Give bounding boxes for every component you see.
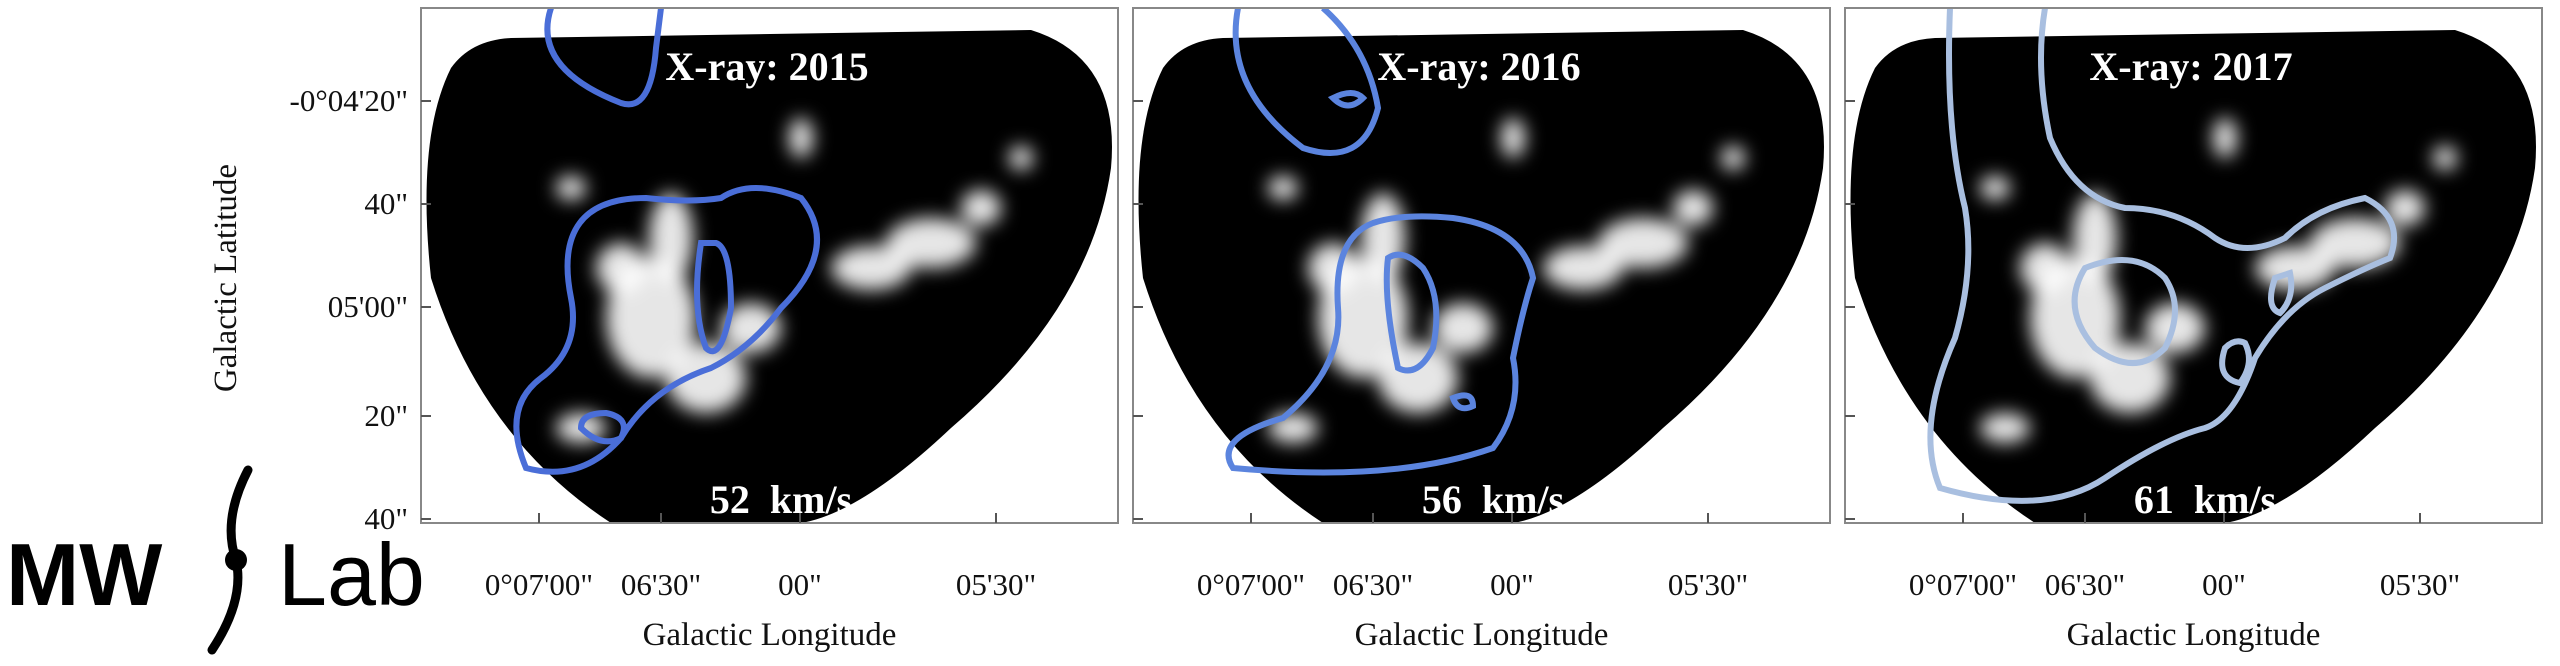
contour [1225,213,1537,476]
emission-blob [2385,190,2425,226]
emission-blob [831,246,911,290]
y-tick-label: -0°04'20" [290,83,408,118]
emission [556,118,1033,443]
panel-content [1138,8,1824,523]
y-tick-label: 20" [364,398,408,433]
x-axis-label: Galactic Longitude [2067,617,2321,653]
velocity-label: 61 km/s [2134,477,2276,522]
emission-blob [2433,146,2457,170]
logo-dot [225,549,247,571]
panel: X-ray: 2016 56 km/s 0°07'00" 06'30" 00" 05'30… [1132,7,1831,653]
contour [577,409,627,445]
y-tick-label: 40" [364,501,408,536]
emission-blob [2213,118,2237,158]
emission-blob [556,176,586,200]
panel-title: X-ray: 2017 [2089,44,2292,89]
panel: X-ray: 2017 61 km/s 0°07'00" 06'30" 00" 05'30… [1844,7,2543,653]
emission-blob [721,303,781,353]
emission-blob [1433,303,1493,353]
logo-right: Lab [278,525,425,624]
emission-blob [886,218,976,268]
emission-blob [961,190,1001,226]
y-axis-label: Galactic Latitude [208,164,244,392]
x-tick-label: 0°07'00" [485,567,593,602]
emission-blob [2020,243,2070,293]
x-tick-label: 0°07'00" [1909,567,2017,602]
emission [1980,118,2457,443]
x-tick-label: 00" [1490,567,1534,602]
x-tick-label: 05'30" [1668,567,1748,602]
emission-blob [596,243,646,293]
contour [1449,392,1477,412]
emission-blob [1543,246,1623,290]
x-tick-label: 06'30" [1333,567,1413,602]
y-tick-label: 05'00" [328,289,408,324]
emission-blob [1673,190,1713,226]
x-tick-label: 06'30" [2045,567,2125,602]
panel-frame [1844,7,2543,524]
contour [1327,90,1368,109]
sky-region [1850,30,2536,523]
panel-title: X-ray: 2015 [665,44,868,89]
emission-blob [1268,176,1298,200]
contour [2268,269,2295,317]
emission-blob [2310,218,2400,268]
logo-left: MW [6,525,162,624]
x-tick-label: 00" [778,567,822,602]
x-tick-label: 05'30" [2380,567,2460,602]
panel-frame [420,7,1119,524]
emission-blob [1598,218,1688,268]
velocity-label: 52 km/s [710,477,852,522]
x-tick-label: 06'30" [621,567,701,602]
contour [2219,338,2252,387]
y-tick-label: 40" [364,186,408,221]
sky-region [1138,30,1824,523]
emission-blob [789,118,813,158]
x-tick-label: 05'30" [956,567,1036,602]
contour [1232,8,1382,156]
x-axis-label: Galactic Longitude [1355,617,1609,653]
emission-blob [1378,343,1458,413]
panel-content [426,8,1112,523]
panel-frame [1132,7,1831,524]
emission-blob [1980,176,2010,200]
panel-title: X-ray: 2016 [1377,44,1580,89]
contour [2071,257,2178,366]
x-tick-label: 0°07'00" [1197,567,1305,602]
x-tick-label: 00" [2202,567,2246,602]
emission-blob [1721,146,1745,170]
emission-blob [1308,243,1358,293]
sky-region [426,30,1112,523]
contour [544,8,664,108]
contour [1927,8,2397,504]
contour [513,185,820,475]
emission-blob [1980,413,2030,443]
emission-blob [1009,146,1033,170]
contour [694,240,735,355]
emission-blob [1501,118,1525,158]
panel: X-ray: 2015 52 km/s 0°07'00" 06'30" 00" 05'30… [420,7,1119,653]
x-axis-label: Galactic Longitude [643,617,897,653]
velocity-label: 56 km/s [1422,477,1564,522]
contour [1383,251,1440,374]
panel-content [1850,8,2536,523]
